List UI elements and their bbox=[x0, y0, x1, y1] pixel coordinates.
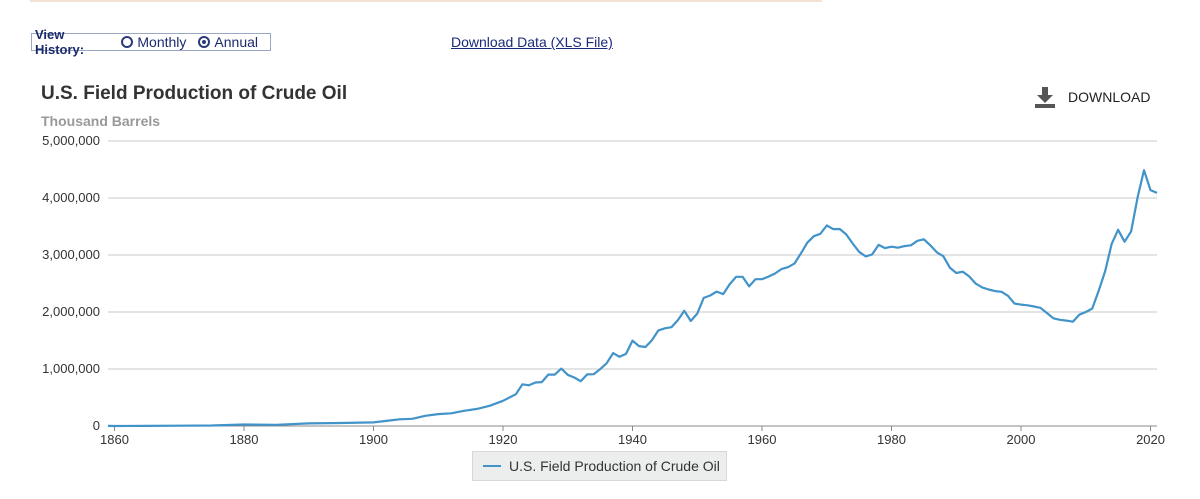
y-tick-label: 2,000,000 bbox=[42, 304, 100, 319]
x-tick-label: 1880 bbox=[230, 432, 259, 447]
y-axis: 0 1,000,000 2,000,000 3,000,000 4,000,000 5,0… bbox=[42, 133, 100, 433]
download-button[interactable]: DOWNLOAD bbox=[1034, 86, 1150, 108]
y-tick-label: 0 bbox=[93, 418, 100, 433]
chart-title: U.S. Field Production of Crude Oil bbox=[41, 83, 348, 104]
x-tick-label: 1960 bbox=[748, 432, 777, 447]
grid-lines bbox=[108, 140, 1157, 427]
download-xls-link[interactable]: Download Data (XLS File) bbox=[451, 34, 613, 50]
x-tick-label: 1980 bbox=[877, 432, 906, 447]
view-history-label: View History: bbox=[35, 27, 85, 57]
x-tick-label: 2000 bbox=[1007, 432, 1036, 447]
x-tick-label: 1860 bbox=[100, 432, 129, 447]
legend[interactable]: U.S. Field Production of Crude Oil bbox=[472, 451, 727, 481]
y-tick-label: 3,000,000 bbox=[42, 247, 100, 262]
x-axis: 1860 1880 1900 1920 1940 1960 1980 2000 2020 bbox=[100, 426, 1165, 447]
monthly-label[interactable]: Monthly bbox=[137, 34, 187, 50]
legend-swatch bbox=[483, 465, 501, 467]
annual-label[interactable]: Annual bbox=[214, 34, 258, 50]
legend-label: U.S. Field Production of Crude Oil bbox=[509, 458, 720, 474]
x-tick-label: 1900 bbox=[359, 432, 388, 447]
y-tick-label: 5,000,000 bbox=[42, 133, 100, 148]
annual-option[interactable]: Annual bbox=[198, 34, 258, 50]
top-rule bbox=[30, 0, 822, 2]
monthly-radio-icon[interactable] bbox=[121, 36, 134, 48]
x-tick-label: 1940 bbox=[618, 432, 647, 447]
chart-units-label: Thousand Barrels bbox=[41, 113, 161, 129]
annual-radio-icon[interactable] bbox=[198, 36, 211, 48]
y-tick-label: 1,000,000 bbox=[42, 361, 100, 376]
x-tick-label: 2020 bbox=[1136, 432, 1165, 447]
x-tick-label: 1920 bbox=[489, 432, 518, 447]
monthly-option[interactable]: Monthly bbox=[121, 34, 186, 50]
download-icon[interactable] bbox=[1034, 86, 1056, 108]
y-tick-label: 4,000,000 bbox=[42, 190, 100, 205]
view-history-toggle: View History: Monthly Annual bbox=[31, 27, 271, 57]
download-label[interactable]: DOWNLOAD bbox=[1068, 89, 1151, 105]
series-line bbox=[107, 169, 1158, 428]
line-chart: 0 1,000,000 2,000,000 3,000,000 4,000,000 5,0… bbox=[42, 133, 1165, 447]
